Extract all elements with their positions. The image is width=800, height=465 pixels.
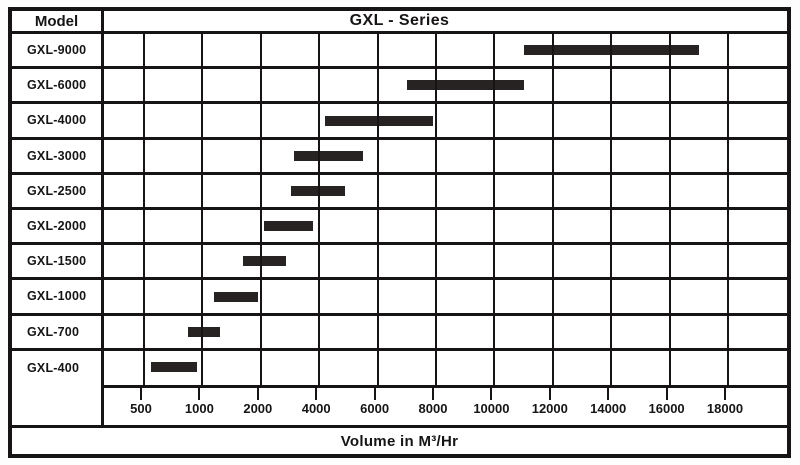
tick-mark-14000 <box>607 388 610 400</box>
model-label: GXL-9000 <box>12 34 104 67</box>
x-axis: 500 1000 2000 4000 6000 8000 10000 12000 14000 16… <box>104 385 787 425</box>
gridline-500 <box>143 34 145 385</box>
gridline-18000 <box>727 34 729 385</box>
table-row-gxl-4000: GXL-4000 <box>12 104 787 140</box>
tick-mark-2000 <box>256 388 259 400</box>
range-bar-gxl-700 <box>188 326 220 337</box>
range-bar-gxl-1500 <box>243 256 286 267</box>
tick-label-16000: 16000 <box>648 401 685 416</box>
table-row-gxl-400: GXL-400 <box>12 350 787 385</box>
table-row-gxl-2000: GXL-2000 <box>12 209 787 246</box>
x-axis-title: Volume in M³/Hr <box>12 425 787 454</box>
tick-label-10000: 10000 <box>473 401 510 416</box>
plot-area <box>107 34 787 385</box>
range-bar-gxl-4000 <box>325 115 434 126</box>
table-row-gxl-6000: GXL-6000 <box>12 69 787 105</box>
gridline-4000 <box>318 34 321 385</box>
range-bar-gxl-2000 <box>263 221 314 232</box>
range-bar-gxl-1000 <box>214 291 258 302</box>
tick-label-6000: 6000 <box>360 401 390 416</box>
gridline-8000 <box>435 34 437 385</box>
table-row-gxl-1500: GXL-1500 <box>12 245 787 281</box>
tick-mark-10000 <box>490 388 493 400</box>
gridline-10000 <box>493 34 496 385</box>
tick-label-500: 500 <box>130 401 152 416</box>
model-label: GXL-4000 <box>12 104 104 137</box>
gridline-14000 <box>610 34 613 385</box>
tick-mark-4000 <box>315 388 318 400</box>
chart-table: Model GXL - Series GXL-9000 GXL-6000 GXL-4… <box>8 7 791 458</box>
tick-mark-18000 <box>724 388 726 400</box>
range-bar-gxl-6000 <box>406 80 524 91</box>
tick-label-2000: 2000 <box>243 401 273 416</box>
gridline-1000 <box>201 34 204 385</box>
table-row-gxl-700: GXL-700 <box>12 315 787 351</box>
gridline-16000 <box>668 34 671 385</box>
table-row-gxl-9000: GXL-9000 <box>12 34 787 70</box>
tick-label-1000: 1000 <box>184 401 214 416</box>
table-row-gxl-3000: GXL-3000 <box>12 139 787 175</box>
tick-mark-16000 <box>665 388 668 400</box>
model-label: GXL-1500 <box>12 245 104 278</box>
gridline-6000 <box>376 34 379 385</box>
model-label: GXL-2000 <box>12 209 104 243</box>
model-label: GXL-700 <box>12 315 104 348</box>
axis-left-spacer <box>12 385 104 425</box>
tick-mark-6000 <box>373 388 376 400</box>
tick-label-12000: 12000 <box>531 401 568 416</box>
table-row-gxl-2500: GXL-2500 <box>12 174 787 210</box>
range-bar-gxl-400 <box>151 361 197 372</box>
tick-label-14000: 14000 <box>590 401 627 416</box>
model-column-header: Model <box>12 11 104 31</box>
model-label: GXL-1000 <box>12 280 104 313</box>
tick-mark-8000 <box>432 388 434 400</box>
tick-mark-1000 <box>198 388 201 400</box>
chart-grid: GXL-9000 GXL-6000 GXL-4000 GXL-3000 GXL-2500… <box>12 34 787 385</box>
model-label: GXL-400 <box>12 350 104 385</box>
tick-label-8000: 8000 <box>418 401 448 416</box>
gridline-2000 <box>259 34 262 385</box>
range-bar-gxl-3000 <box>294 150 363 161</box>
chart-title: GXL - Series <box>349 12 450 29</box>
model-label: GXL-3000 <box>12 139 104 172</box>
tick-label-18000: 18000 <box>706 401 744 416</box>
header-row: Model GXL - Series <box>12 11 787 34</box>
x-axis-tick-row: 500 1000 2000 4000 6000 8000 10000 12000 14000 16… <box>12 385 787 425</box>
table-row-gxl-1000: GXL-1000 <box>12 280 787 316</box>
gridline-12000 <box>551 34 554 385</box>
model-label: GXL-6000 <box>12 69 104 102</box>
model-rows: GXL-9000 GXL-6000 GXL-4000 GXL-3000 GXL-2500… <box>12 34 787 385</box>
tick-mark-12000 <box>548 388 551 400</box>
tick-mark-500 <box>140 388 142 400</box>
tick-label-4000: 4000 <box>301 401 331 416</box>
model-label: GXL-2500 <box>12 174 104 207</box>
